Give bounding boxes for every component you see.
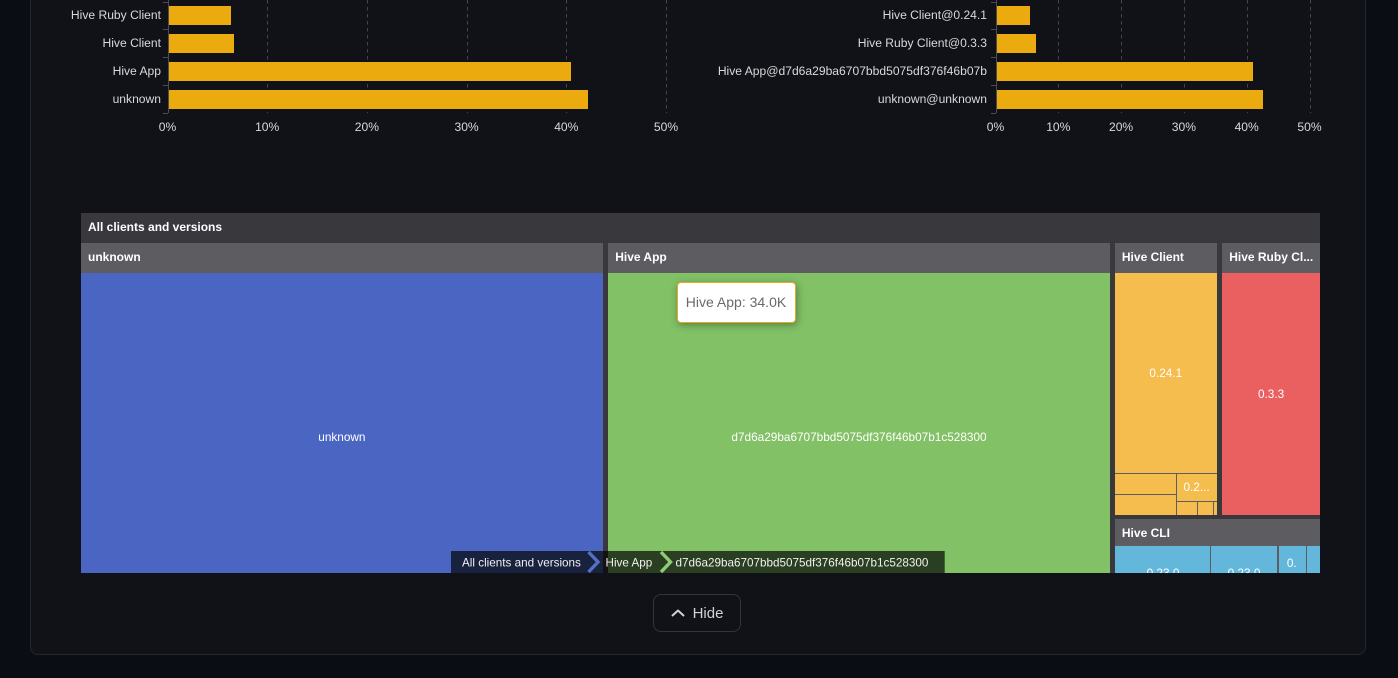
svg-text:All clients and versions: All clients and versions [462, 557, 581, 570]
svg-text:d7d6a29ba6707bbd5075df376f46b0: d7d6a29ba6707bbd5075df376f46b07b1c528300 [676, 557, 929, 570]
svg-text:Hive App: Hive App [606, 557, 653, 570]
